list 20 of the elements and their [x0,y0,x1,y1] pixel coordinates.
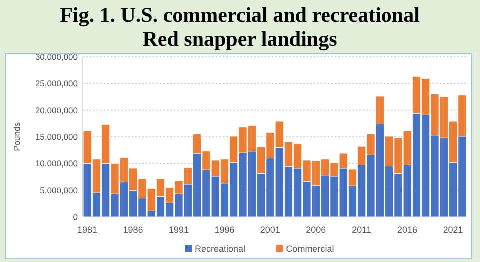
x-tick-label: 1981 [78,225,98,235]
x-tick-label: 2006 [306,225,326,235]
legend-label: Recreational [195,244,246,254]
y-tick-label: 5,000,000 [40,185,78,196]
chart-title: Fig. 1. U.S. commercial and recreational Red snapper landings [60,3,420,51]
y-tick-label: 10,000,000 [35,158,78,169]
y-tick-label: 30,000,000 [35,52,78,62]
x-tick-label: 2021 [443,225,464,235]
legend-label: Commercial [286,244,334,254]
y-tick-label: 25,000,000 [35,78,78,89]
x-tick-label: 2001 [260,225,280,235]
x-tick-label: 1996 [214,225,235,235]
y-tick-label: 15,000,000 [35,132,78,142]
x-tick-label: 1986 [123,225,144,235]
y-tick-label: 0 [73,212,78,222]
x-tick-label: 2011 [352,225,372,235]
y-tick-label: 20,000,000 [35,105,78,116]
y-axis-title: Pounds [12,122,22,152]
x-tick-label: 1991 [168,225,190,235]
x-tick-label: 2016 [398,225,418,235]
